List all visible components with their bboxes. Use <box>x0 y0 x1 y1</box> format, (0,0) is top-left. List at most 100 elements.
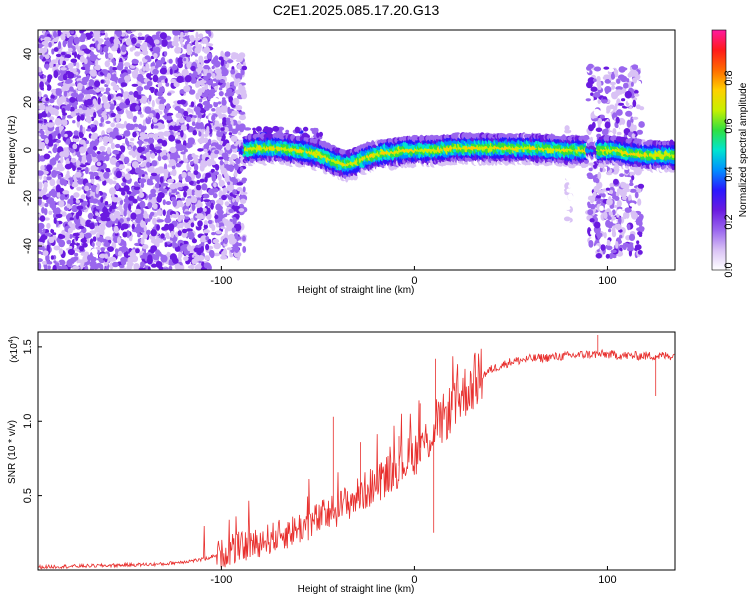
spectrogram-cell <box>51 223 57 230</box>
spectrogram-cell <box>138 88 142 96</box>
spectrogram-cell <box>608 68 615 73</box>
spectrogram-cell <box>133 186 141 191</box>
spectrogram-cell <box>193 37 201 41</box>
spectrogram-cell <box>143 85 150 90</box>
spectrogram-cell <box>143 213 149 219</box>
spectrogram-cell <box>604 121 611 129</box>
spectrogram-cell <box>149 175 154 180</box>
spectrogram-cell <box>171 168 177 177</box>
spectrogram-cell <box>146 182 154 186</box>
spectrogram-cell <box>204 176 208 183</box>
spectrogram-cell <box>211 224 216 232</box>
spectrogram-cell <box>73 130 79 136</box>
spectrogram-cell <box>217 68 222 76</box>
spectrogram-cell <box>232 189 238 195</box>
spectrogram-cell <box>76 160 81 166</box>
spectrogram-cell <box>173 73 178 77</box>
spectrogram-cell <box>206 201 211 207</box>
spectrogram-cell <box>84 167 89 175</box>
spectrogram-cell <box>191 203 196 212</box>
spectrogram-cell <box>49 178 56 187</box>
spectrogram-cell <box>85 140 90 145</box>
spectrogram-cell <box>153 39 160 45</box>
spectrogram-cell <box>564 125 570 132</box>
spectrogram-cell <box>139 207 144 216</box>
spectrogram-cell <box>38 104 46 111</box>
spectrogram-cell <box>95 58 99 66</box>
spectrogram-cell <box>201 183 208 191</box>
spectrogram-cell <box>140 147 145 152</box>
spectrogram-cell <box>608 196 612 202</box>
spectrogram-cell <box>183 110 189 117</box>
spectrogram-cell <box>172 240 176 249</box>
spectrogram-cell <box>72 120 76 124</box>
spectrogram-cell <box>67 248 75 256</box>
spectrogram-cell <box>48 236 55 244</box>
spectrogram-cell <box>318 131 323 137</box>
spectrogram-cell <box>70 157 77 163</box>
spectrogram-cell <box>86 98 93 106</box>
spectrogram-cell <box>99 145 106 152</box>
spectrogram-cell <box>115 135 123 140</box>
spectrogram-cell <box>140 237 145 245</box>
spectrogram-cell <box>152 203 158 210</box>
spectrogram-cell <box>40 50 46 54</box>
spectrogram-cell <box>48 41 52 48</box>
spectrogram-cell <box>175 140 182 144</box>
spectrogram-cell <box>563 216 571 222</box>
spectrogram-cell <box>43 153 51 160</box>
spectrogram-cell <box>197 148 204 152</box>
spectrogram-cell <box>68 37 73 45</box>
spectrogram-cell <box>42 228 46 233</box>
spectrogram-cell <box>163 168 169 176</box>
spectrogram-cell <box>38 113 46 118</box>
spectrogram-cell <box>159 67 167 75</box>
spectrogram-cell <box>123 62 131 67</box>
spectrogram-cell <box>232 216 237 225</box>
spectrogram-cell <box>153 117 158 123</box>
spectrogram-cell <box>216 199 224 205</box>
spectrogram-cell <box>238 208 245 213</box>
spectrogram-cell <box>146 73 152 79</box>
spectrogram-cell <box>53 31 57 38</box>
spectrogram-cell <box>166 210 171 215</box>
spectrogram-cell <box>70 148 75 153</box>
spectrogram-cell <box>125 168 130 172</box>
spectrogram-cell <box>51 169 57 178</box>
spectrogram-cell <box>586 65 592 71</box>
spectrogram-cell <box>95 104 100 111</box>
spectrogram-cell <box>92 157 99 163</box>
spectrogram-cell <box>190 263 195 270</box>
spectrogram-cell <box>207 79 213 86</box>
spectrogram-cell <box>112 180 117 185</box>
spectrogram-cell <box>169 125 174 131</box>
spectrogram-cell <box>227 59 234 64</box>
spectrogram-cell <box>46 232 52 237</box>
spectrogram-cell <box>79 38 86 43</box>
spectrogram-cell <box>76 205 84 210</box>
spectrogram-cell <box>173 81 180 88</box>
spectrogram-cell <box>191 189 195 196</box>
spectrogram-cell <box>105 219 113 228</box>
spectrogram-cell <box>95 246 101 251</box>
spectrogram-cell <box>108 137 114 144</box>
spectrogram-cell <box>175 132 182 136</box>
spectrogram-cell <box>223 213 228 218</box>
spectrogram-cell <box>159 176 164 184</box>
spectrogram-cell <box>226 225 232 232</box>
spectrogram-cell <box>86 74 90 80</box>
spectrogram-cell <box>93 30 99 37</box>
spectrogram-cell <box>205 30 211 34</box>
spectrogram-cell <box>42 75 47 78</box>
spectrogram-cell <box>125 38 132 46</box>
spectrogram-cell <box>193 157 199 164</box>
spectrogram-cell <box>132 131 137 138</box>
spectrogram-cell <box>139 136 145 140</box>
spectrogram-cell <box>168 58 173 64</box>
spectrogram-cell <box>176 193 181 199</box>
spectrogram-cell <box>102 136 110 144</box>
spectrogram-cell <box>100 247 105 252</box>
spectrogram-cell <box>103 242 111 247</box>
spectrogram-cell <box>148 94 152 102</box>
spectrogram-cells <box>38 30 675 270</box>
